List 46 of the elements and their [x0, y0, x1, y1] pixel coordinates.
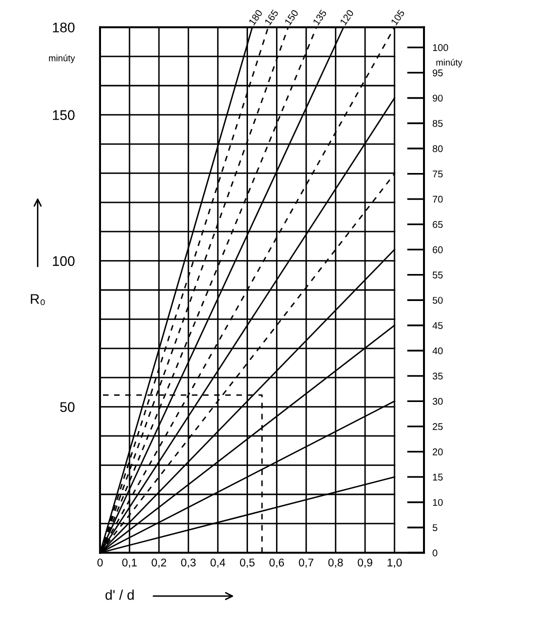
y2-tick-label: 20: [432, 448, 443, 456]
y2-tick-label: 5: [432, 524, 438, 532]
x-tick-label: 0,2: [152, 558, 166, 568]
text: 165: [264, 9, 279, 26]
text: 150: [284, 9, 299, 26]
text: 120: [340, 9, 354, 26]
y-tick-label: 150: [52, 110, 75, 120]
x-tick-label: 0: [97, 558, 103, 566]
y2-tick-label: 35: [432, 372, 443, 380]
x-tick-label: 0,8: [328, 558, 343, 568]
text: 180: [248, 9, 263, 26]
text: 135: [312, 9, 327, 26]
x-tick-label: 0,5: [240, 558, 255, 568]
y-axis-title: R₀: [30, 294, 45, 306]
y-tick-label: 100: [52, 256, 75, 266]
y2-tick-label: 75: [432, 170, 443, 178]
y2-tick-label: 90: [432, 94, 443, 102]
x-tick-label: 0,1: [122, 558, 137, 568]
y2-tick-label: 100: [433, 44, 448, 52]
x-tick-label: 1,0: [388, 558, 402, 568]
y-tick-label: 50: [60, 402, 75, 412]
y-tick-label: 180: [52, 22, 75, 32]
y2-tick-label: 45: [432, 322, 443, 329]
x-tick-label: 0,7: [298, 558, 314, 568]
y2-tick-label: 55: [432, 272, 443, 278]
x-axis-title: d' / d: [105, 590, 134, 600]
y2-tick-label: 95: [432, 69, 443, 76]
y2-tick-label: 0: [432, 550, 438, 556]
text: minúty: [436, 58, 462, 68]
x-tick-label: 0,3: [181, 558, 196, 568]
y2-tick-label: 10: [433, 498, 443, 506]
y2-tick-label: 80: [432, 145, 443, 152]
y2-tick-label: 85: [432, 120, 443, 127]
text: minúty: [49, 54, 75, 64]
x-tick-label: 0,9: [358, 558, 372, 568]
y2-tick-label: 60: [432, 246, 443, 254]
y2-tick-label: 50: [432, 296, 443, 304]
y2-tick-label: 40: [432, 347, 443, 354]
x-tick-label: 0,6: [269, 558, 284, 568]
y2-tick-label: 30: [432, 398, 443, 405]
y2-tick-label: 15: [433, 474, 443, 481]
x-tick-label: 0,4: [210, 558, 226, 568]
y2-tick-label: 65: [432, 221, 443, 228]
y2-tick-label: 25: [432, 423, 443, 430]
y2-tick-label: 70: [432, 196, 443, 203]
text: 105: [390, 9, 405, 26]
